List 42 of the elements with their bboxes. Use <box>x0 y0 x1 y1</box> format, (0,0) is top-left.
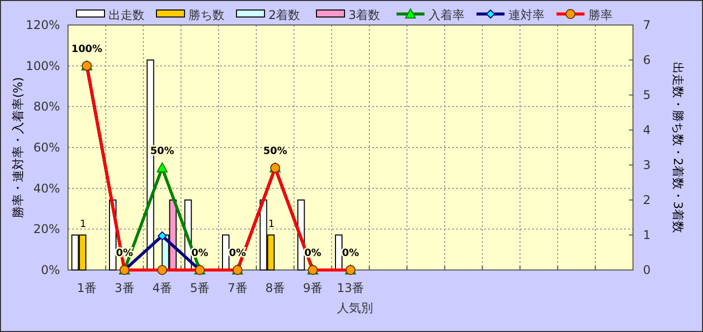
x-axis-title: 人気別 <box>337 301 373 315</box>
y2-tick-label: 4 <box>643 123 651 137</box>
legend-label: 3着数 <box>348 8 380 22</box>
legend-label: 勝率 <box>588 8 612 22</box>
y-tick-label: 20% <box>33 222 60 236</box>
x-tick-label: 7番 <box>228 281 248 295</box>
y2-tick-label: 0 <box>643 263 651 277</box>
legend-label: 入着率 <box>428 8 464 22</box>
y2-tick-label: 6 <box>643 53 651 67</box>
y-tick-label: 100% <box>26 58 60 73</box>
y2-tick-label: 2 <box>643 193 651 207</box>
y2-tick-label: 5 <box>643 88 651 102</box>
x-tick-label: 9番 <box>303 281 323 295</box>
y-tick-label: 40% <box>33 181 60 196</box>
point <box>156 162 168 172</box>
bar <box>222 234 230 270</box>
legend-label: 勝ち数 <box>188 8 224 22</box>
x-tick-label: 8番 <box>265 281 285 295</box>
x-tick-label: 3番 <box>114 281 134 295</box>
data-label: 1 <box>268 219 275 230</box>
y-tick-label: 80% <box>33 100 60 114</box>
x-tick-label: 13番 <box>336 281 364 295</box>
x-tick-label: 4番 <box>152 281 172 295</box>
data-label: 1 <box>80 219 86 230</box>
legend-label: 連対率 <box>508 8 544 22</box>
y-tick-label: 0% <box>40 263 60 277</box>
y-tick-label: 60% <box>33 140 60 154</box>
y2-tick-label: 3 <box>643 158 651 172</box>
y2-tick-label: 1 <box>643 228 651 242</box>
legend-label: 2着数 <box>268 8 300 22</box>
y2-axis-title: 出走数・勝ち数・2着数・3着数 <box>671 62 685 234</box>
y2-tick-label: 7 <box>643 18 651 32</box>
point <box>158 231 167 240</box>
data-label: 0% <box>342 248 359 259</box>
legend-label: 出走数 <box>108 8 144 22</box>
x-tick-label: 1番 <box>77 281 97 295</box>
y-tick-label: 120% <box>26 18 60 32</box>
data-label: 100% <box>71 44 102 55</box>
y-axis-title: 勝率・連対率・入着率(%) <box>11 77 25 218</box>
x-tick-label: 5番 <box>190 281 210 295</box>
data-label: 50% <box>263 146 288 157</box>
bar <box>335 234 342 270</box>
